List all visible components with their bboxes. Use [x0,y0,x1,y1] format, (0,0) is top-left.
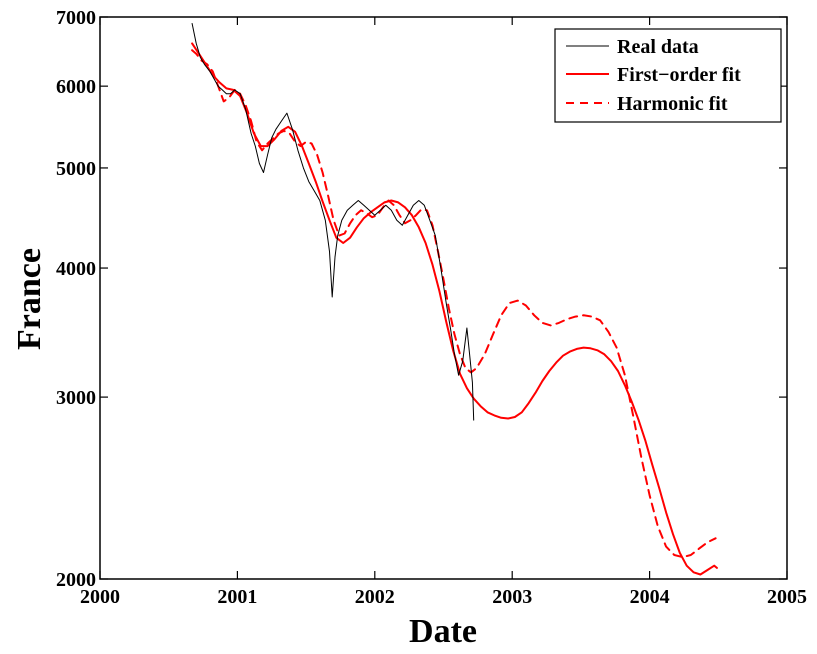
x-tick-label-2003: 2003 [492,586,532,608]
x-tick-label-2002: 2002 [355,586,395,608]
x-tick-label-2000: 2000 [80,586,120,608]
y-tick-label-5000: 5000 [56,158,96,180]
x-tick-label-2001: 2001 [217,586,257,608]
series-layer [191,23,718,576]
y-tick-label-3000: 3000 [56,387,96,409]
x-axis-title: Date [409,613,477,650]
legend-label-real-data: Real data [617,36,699,58]
y-tick-label-4000: 4000 [56,258,96,280]
y-tick-label-7000: 7000 [56,7,96,29]
series-line-real-data [191,23,475,421]
x-tick-label-2005: 2005 [767,586,807,608]
legend-box [554,28,782,123]
y-tick-label-6000: 6000 [56,76,96,98]
ticks-layer: 2000 2001 2002 2003 2004 2005 2000 3000 4000 5000… [56,7,807,608]
legend-label-first-order-fit: First−order fit [617,64,741,86]
legend-label-harmonic-fit: Harmonic fit [617,93,728,115]
y-axis-title: France [11,248,48,350]
x-tick-label-2004: 2004 [630,586,670,608]
y-tick-label-2000: 2000 [56,569,96,591]
legend: Real data First−order fit Harmonic fit [554,28,782,123]
